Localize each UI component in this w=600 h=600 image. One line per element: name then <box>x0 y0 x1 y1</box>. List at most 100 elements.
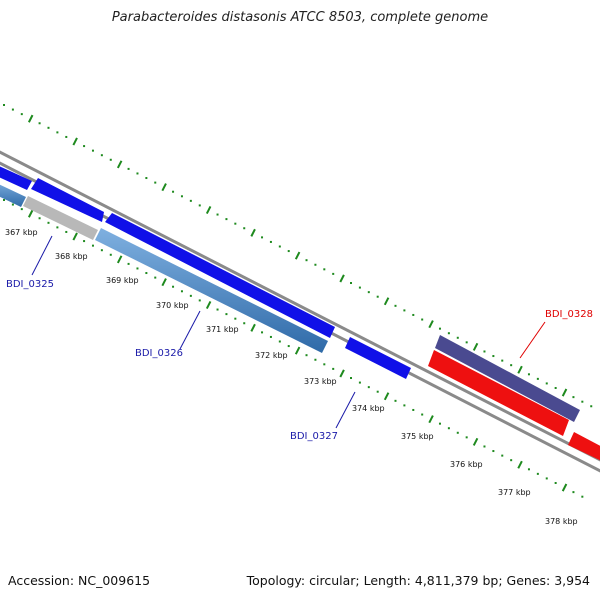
minor-tick <box>172 285 175 288</box>
minor-tick <box>403 309 406 312</box>
minor-tick <box>456 336 459 339</box>
gene-bar-0326-steel[interactable] <box>95 228 328 353</box>
minor-tick <box>287 250 290 253</box>
minor-tick <box>545 382 548 385</box>
minor-tick <box>501 454 504 457</box>
tick-label: 368 kbp <box>55 252 88 261</box>
gene-label-bdi-0326[interactable]: BDI_0326 <box>135 348 183 359</box>
tick-label: 376 kbp <box>450 460 483 469</box>
minor-tick <box>65 135 68 138</box>
gene-bar-0325-steel[interactable] <box>0 180 26 207</box>
tick-label: 367 kbp <box>5 228 38 237</box>
tick-label: 373 kbp <box>304 377 337 386</box>
tick-label: 369 kbp <box>106 276 139 285</box>
minor-tick <box>47 221 50 224</box>
minor-tick <box>394 304 397 307</box>
minor-tick <box>198 299 201 302</box>
minor-tick <box>83 240 86 243</box>
major-tick <box>561 388 568 397</box>
minor-tick <box>20 208 23 211</box>
minor-tick <box>501 359 504 362</box>
gene-label-bdi-0328[interactable]: BDI_0328 <box>545 309 593 320</box>
gene-arrow-0325-forward[interactable] <box>31 178 104 222</box>
gene-arrow-0326-forward[interactable] <box>105 213 335 338</box>
tick-label: 374 kbp <box>352 404 385 413</box>
major-tick <box>472 437 479 446</box>
tick-label: 370 kbp <box>156 301 189 310</box>
minor-tick <box>536 472 539 475</box>
map-title: Parabacteroides distasonis ATCC 8503, co… <box>111 10 489 25</box>
minor-tick <box>447 332 450 335</box>
minor-tick <box>572 396 575 399</box>
minor-tick <box>127 262 130 265</box>
major-tick <box>116 255 123 264</box>
minor-tick <box>243 322 246 325</box>
minor-tick <box>438 327 441 330</box>
minor-tick <box>136 267 139 270</box>
minor-tick <box>278 340 281 343</box>
minor-tick <box>145 272 148 275</box>
minor-tick <box>305 259 308 262</box>
gene-bar-0325-grey[interactable] <box>23 196 98 240</box>
minor-tick <box>376 295 379 298</box>
minor-tick <box>465 436 468 439</box>
minor-tick <box>91 149 94 152</box>
gene-arrow-0328-reverse[interactable] <box>428 350 569 436</box>
minor-tick <box>11 203 14 206</box>
gene-label-bdi-0327[interactable]: BDI_0327 <box>290 431 338 442</box>
major-tick <box>116 160 123 169</box>
minor-tick <box>314 358 317 361</box>
minor-tick <box>3 199 5 201</box>
major-tick <box>472 342 479 351</box>
major-tick <box>72 137 78 146</box>
minor-tick <box>216 308 219 311</box>
minor-tick <box>56 131 59 134</box>
minor-tick <box>278 245 281 248</box>
minor-tick <box>554 386 557 389</box>
accession-text: Accession: NC_009615 <box>8 573 151 588</box>
leader-0325 <box>31 235 53 276</box>
minor-tick <box>180 195 183 198</box>
minor-tick <box>234 222 237 225</box>
minor-tick <box>100 154 103 157</box>
minor-tick <box>11 108 14 111</box>
gene-arrow-0329-reverse[interactable] <box>568 432 600 465</box>
minor-tick <box>91 244 94 247</box>
minor-tick <box>323 363 326 366</box>
minor-tick <box>350 282 353 285</box>
major-tick <box>250 228 256 237</box>
major-tick <box>294 346 301 355</box>
gene-bar-0328-slate[interactable] <box>435 335 580 422</box>
minor-tick <box>225 218 228 221</box>
minor-tick <box>350 377 353 380</box>
minor-tick <box>590 405 593 408</box>
minor-tick <box>261 331 264 334</box>
gene-arrow-partial-left[interactable] <box>0 162 32 190</box>
major-tick <box>27 114 34 123</box>
minor-tick <box>581 495 584 498</box>
minor-tick <box>189 199 192 202</box>
minor-tick <box>412 408 415 411</box>
major-tick <box>161 183 167 192</box>
minor-tick <box>136 172 139 175</box>
tick-label: 375 kbp <box>401 432 434 441</box>
minor-tick <box>332 272 335 275</box>
gene-arrow-0327-forward[interactable] <box>345 337 411 379</box>
minor-tick <box>527 468 530 471</box>
gene-label-bdi-0325[interactable]: BDI_0325 <box>6 279 54 290</box>
minor-tick <box>483 445 486 448</box>
major-tick <box>561 483 568 492</box>
tick-label: 372 kbp <box>255 351 288 360</box>
major-tick <box>383 297 390 306</box>
minor-tick <box>127 167 130 170</box>
minor-tick <box>456 431 459 434</box>
minor-tick <box>572 491 575 494</box>
minor-tick <box>20 113 23 116</box>
minor-tick <box>261 236 264 239</box>
minor-tick <box>172 190 175 193</box>
minor-tick <box>38 122 41 125</box>
minor-tick <box>83 145 86 148</box>
minor-tick <box>269 240 272 243</box>
minor-tick <box>198 204 201 207</box>
